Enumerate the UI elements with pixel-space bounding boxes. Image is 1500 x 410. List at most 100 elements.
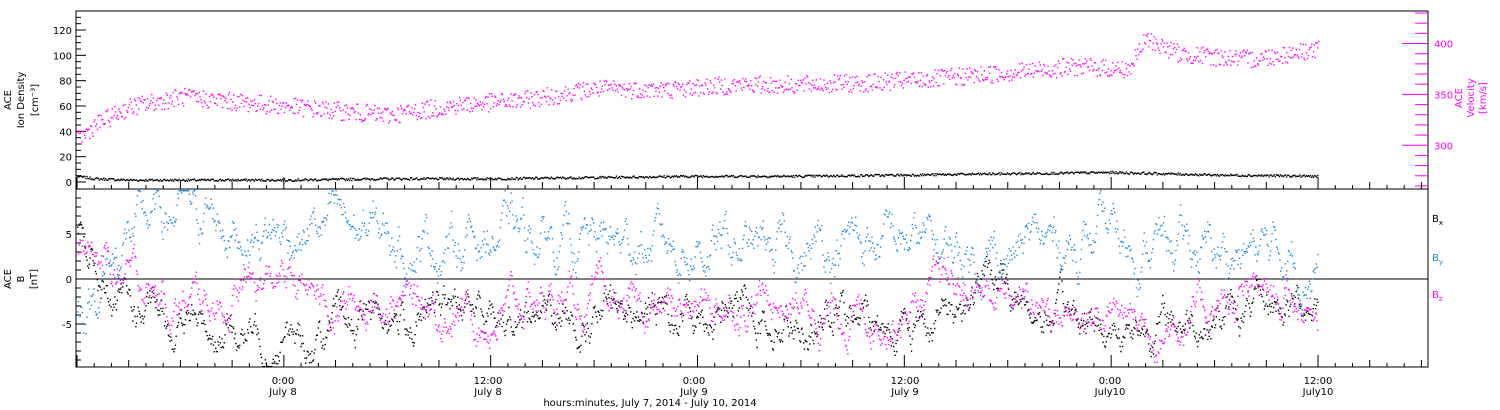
b-x-point xyxy=(1238,326,1240,328)
b-y-point xyxy=(242,254,244,256)
density-point xyxy=(362,177,364,180)
velocity-point xyxy=(1107,68,1110,70)
b-x-point xyxy=(1287,301,1289,303)
velocity-point xyxy=(230,98,232,100)
velocity-point xyxy=(657,87,660,90)
density-point xyxy=(506,179,508,181)
velocity-point xyxy=(602,90,605,93)
velocity-point xyxy=(1194,59,1197,62)
density-point xyxy=(746,176,748,179)
b-x-point xyxy=(631,327,633,329)
velocity-point xyxy=(520,106,522,108)
velocity-point xyxy=(1037,70,1039,73)
velocity-point xyxy=(384,108,387,110)
b-x-point xyxy=(772,348,774,350)
b-y-point xyxy=(185,190,187,192)
velocity-point xyxy=(1297,55,1299,58)
velocity-point xyxy=(561,95,563,98)
b-y-point xyxy=(180,191,183,194)
density-point xyxy=(768,175,771,178)
density-point xyxy=(1137,172,1139,174)
b-x-point xyxy=(851,320,854,322)
velocity-point xyxy=(187,94,189,96)
velocity-point xyxy=(943,83,945,85)
b-x-point xyxy=(1307,312,1310,314)
b-x-point xyxy=(177,325,179,327)
density-point xyxy=(752,175,754,177)
velocity-point xyxy=(629,88,631,90)
density-point xyxy=(903,174,905,176)
velocity-point xyxy=(106,110,108,113)
velocity-point xyxy=(139,100,142,102)
velocity-point xyxy=(77,131,79,133)
b-x-point xyxy=(1185,313,1187,316)
velocity-point xyxy=(870,85,873,87)
velocity-point xyxy=(1026,73,1029,75)
b-x-point xyxy=(1307,310,1309,312)
b-x-point xyxy=(1161,303,1163,305)
velocity-point xyxy=(613,80,615,82)
velocity-point xyxy=(860,85,862,87)
velocity-point xyxy=(1208,52,1210,55)
velocity-point xyxy=(179,92,181,94)
density-point xyxy=(324,178,326,181)
density-point xyxy=(391,177,393,179)
density-point xyxy=(745,175,747,177)
b-x-point xyxy=(396,320,398,323)
b-y-point xyxy=(169,219,171,221)
b-y-point xyxy=(93,288,95,290)
density-point xyxy=(1066,171,1069,173)
density-point xyxy=(130,179,133,181)
b-x-point xyxy=(1184,323,1186,325)
density-point xyxy=(1139,173,1141,175)
density-point xyxy=(889,174,892,176)
b-y-point xyxy=(343,202,345,205)
velocity-point xyxy=(1000,71,1003,74)
b-x-point xyxy=(1162,294,1164,297)
velocity-point xyxy=(552,103,555,106)
b-y-point xyxy=(198,242,201,245)
b-x-point xyxy=(828,325,830,327)
y-tick-label-top-left: 80 xyxy=(59,77,72,88)
velocity-point xyxy=(696,79,698,81)
density-point xyxy=(1150,173,1152,175)
b-x-point xyxy=(281,341,284,343)
velocity-point xyxy=(1267,64,1269,67)
b-x-point xyxy=(1086,325,1089,328)
velocity-point xyxy=(338,101,340,103)
b-x-point xyxy=(557,318,560,320)
b-x-point xyxy=(958,307,960,309)
velocity-point xyxy=(616,88,618,90)
density-point xyxy=(122,178,124,180)
density-point xyxy=(1157,172,1160,175)
density-point xyxy=(222,180,225,182)
b-x-point xyxy=(740,289,743,291)
velocity-point xyxy=(1237,64,1239,66)
b-x-point xyxy=(1231,295,1233,297)
density-point xyxy=(344,179,347,182)
velocity-point xyxy=(940,68,942,71)
b-x-point xyxy=(1180,331,1183,333)
b-x-point xyxy=(1115,334,1117,336)
velocity-point xyxy=(670,94,673,96)
velocity-point xyxy=(1170,41,1172,44)
velocity-point xyxy=(825,86,827,88)
density-point xyxy=(707,176,710,178)
density-point xyxy=(483,179,485,181)
b-y-point xyxy=(142,200,144,202)
b-x-point xyxy=(720,309,723,311)
velocity-point xyxy=(403,108,405,111)
density-point xyxy=(297,178,299,180)
b-x-point xyxy=(427,304,429,306)
density-point xyxy=(234,179,236,182)
b-x-point xyxy=(1173,323,1175,325)
density-point xyxy=(778,175,780,178)
velocity-point xyxy=(348,118,350,120)
b-x-point xyxy=(765,329,768,331)
b-x-point xyxy=(782,340,784,343)
velocity-point xyxy=(440,113,443,115)
b-x-point xyxy=(177,321,180,324)
density-point xyxy=(717,176,719,178)
b-x-point xyxy=(146,291,149,294)
b-x-point xyxy=(483,323,485,325)
